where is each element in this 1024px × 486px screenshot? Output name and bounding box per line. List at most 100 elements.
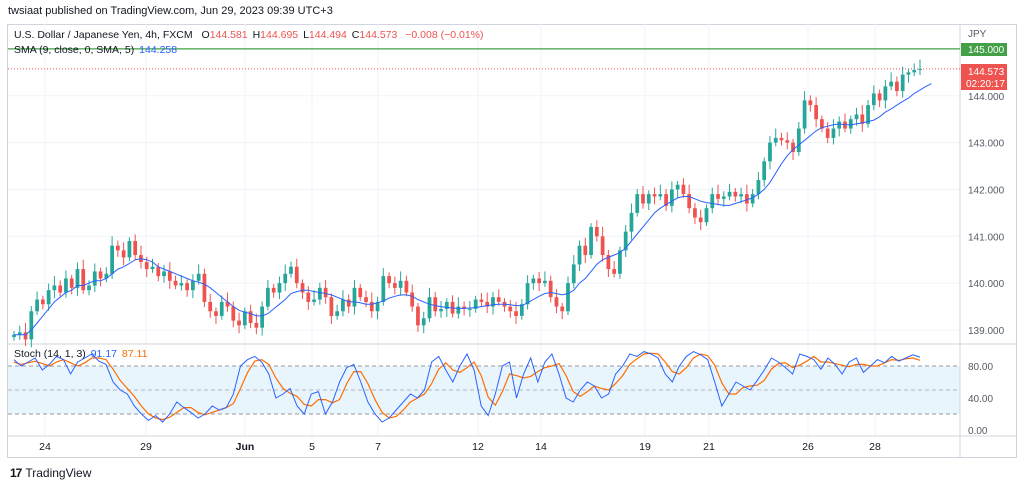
candle-up: [35, 299, 39, 312]
candle-down: [733, 191, 738, 197]
open-label: O: [201, 29, 210, 41]
candle-up: [191, 280, 195, 291]
candle-down: [167, 271, 172, 281]
candle-down: [779, 137, 784, 141]
candle-up: [491, 297, 495, 307]
candle-down: [537, 278, 542, 284]
price-tick-label: 141.000: [968, 232, 1005, 243]
time-tick-label: 28: [869, 441, 881, 453]
currency-label: JPY: [968, 29, 987, 40]
sma-label: SMA (9, close, 0, SMA, 5): [14, 44, 135, 56]
candle-down: [364, 297, 368, 302]
candle-down: [664, 194, 668, 206]
candle-up: [468, 308, 472, 310]
candle-up: [531, 278, 536, 284]
candle-up: [848, 119, 853, 129]
candle-up: [906, 72, 911, 75]
candle-down: [58, 285, 63, 293]
candle-up: [762, 161, 767, 181]
price-tick-label: 140.000: [968, 279, 1005, 290]
footer-brand[interactable]: 17 TradingView: [10, 466, 91, 480]
candle-up: [75, 269, 80, 288]
candle-up: [242, 311, 247, 326]
candle-up: [566, 283, 570, 312]
candle-up: [283, 273, 288, 284]
candle-down: [369, 301, 374, 312]
stoch-tick-label: 40.00: [968, 394, 993, 405]
candle-down: [641, 194, 645, 204]
candle-down: [496, 297, 501, 302]
candle-down: [133, 240, 138, 256]
candlestick-series[interactable]: [12, 59, 922, 348]
candle-up: [525, 283, 530, 305]
candle-down: [144, 262, 149, 270]
candle-up: [618, 250, 622, 274]
low-label: L: [303, 29, 309, 41]
stoch-d-value: 87.11: [121, 348, 148, 360]
price-tick-label: 142.000: [968, 185, 1005, 196]
change-value: −0.008 (−0.01%): [405, 29, 484, 41]
candle-down: [687, 194, 692, 209]
high-label: H: [252, 29, 261, 41]
candle-up: [219, 301, 224, 316]
candle-up: [739, 194, 743, 197]
candle-up: [773, 137, 778, 143]
candle-down: [173, 280, 178, 286]
candle-down: [508, 306, 513, 312]
candle-up: [64, 278, 68, 293]
candle-down: [231, 306, 236, 321]
candle-up: [721, 196, 726, 199]
price-tick-label: 139.000: [968, 326, 1005, 337]
candle-up: [12, 334, 16, 338]
candle-up: [912, 69, 917, 73]
candle-down: [554, 297, 559, 307]
stoch-tick-label: 0.00: [968, 426, 988, 437]
candle-up: [473, 299, 478, 309]
candle-down: [698, 217, 703, 223]
candle-up: [635, 194, 640, 213]
last-price-label: 144.573: [968, 67, 1005, 78]
candle-up: [456, 306, 461, 314]
candle-up: [768, 142, 772, 162]
candle-up: [658, 194, 663, 197]
stoch-k-line[interactable]: [13, 351, 921, 423]
candle-down: [404, 280, 409, 293]
price-axis-ticks: 144.000 143.000 142.000 141.000 140.000 139.0…: [968, 92, 1005, 337]
stoch-k-value: 91.17: [90, 348, 117, 360]
stoch-legend[interactable]: Stoch (14, 1, 3) 91.17 87.11: [14, 348, 149, 360]
candle-down: [485, 301, 490, 307]
candle-down: [214, 311, 218, 316]
candle-up: [889, 81, 894, 87]
candle-down: [156, 266, 161, 277]
candle-up: [421, 318, 426, 326]
candle-up: [623, 231, 628, 251]
candle-down: [358, 287, 363, 298]
candle-up: [266, 287, 270, 307]
candle-up: [750, 194, 755, 204]
resistance-price-label: 145.000: [968, 45, 1005, 56]
candle-down: [115, 245, 120, 251]
candle-down: [387, 276, 391, 284]
candle-down: [600, 236, 605, 256]
candle-up: [52, 285, 57, 291]
candle-down: [716, 194, 720, 199]
candle-up: [802, 100, 807, 129]
candle-up: [110, 245, 114, 274]
candle-up: [104, 273, 109, 279]
sma-line[interactable]: [14, 83, 932, 336]
candle-up: [444, 301, 449, 309]
time-tick-label: 12: [472, 441, 484, 453]
price-tick-label: 144.000: [968, 92, 1005, 103]
time-tick-label: 21: [703, 441, 715, 453]
sma-legend[interactable]: SMA (9, close, 0, SMA, 5) 144.258: [14, 44, 179, 56]
candle-up: [871, 93, 876, 106]
symbol-legend[interactable]: U.S. Dollar / Japanese Yen, 4h, FXCM O14…: [14, 29, 486, 41]
candle-down: [40, 299, 45, 305]
candle-down: [433, 297, 438, 312]
candle-up: [312, 299, 316, 302]
time-tick-label: 5: [309, 441, 315, 453]
candle-up: [710, 194, 715, 209]
candle-up: [196, 273, 201, 281]
candle-up: [577, 245, 582, 265]
